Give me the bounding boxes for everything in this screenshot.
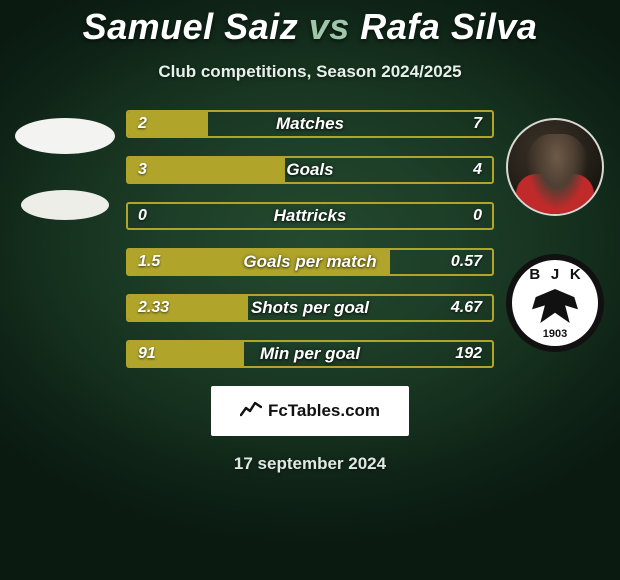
stat-value-right: 0 xyxy=(473,207,482,225)
stat-value-right: 4 xyxy=(473,161,482,179)
brand-text: FcTables.com xyxy=(268,401,380,421)
club-eagle-icon xyxy=(532,289,578,323)
stat-value-left: 3 xyxy=(138,161,147,179)
stat-fill xyxy=(128,158,285,182)
right-player-column: B J K 1903 xyxy=(500,110,610,352)
player1-avatar xyxy=(15,118,115,154)
left-player-column xyxy=(10,110,120,220)
stat-value-left: 2.33 xyxy=(138,299,169,317)
stat-row: 3Goals4 xyxy=(126,156,494,184)
club-letter: J xyxy=(551,266,559,283)
player2-avatar xyxy=(506,118,604,216)
stat-row: 91Min per goal192 xyxy=(126,340,494,368)
stat-row: 0Hattricks0 xyxy=(126,202,494,230)
brand-logo-icon xyxy=(240,398,262,424)
stat-value-left: 2 xyxy=(138,115,147,133)
club-letter: B xyxy=(529,266,540,283)
stat-value-right: 4.67 xyxy=(451,299,482,317)
player2-club-badge: B J K 1903 xyxy=(506,254,604,352)
stat-value-left: 91 xyxy=(138,345,156,363)
stat-row: 2.33Shots per goal4.67 xyxy=(126,294,494,322)
club-letter: K xyxy=(570,266,581,283)
vs-text: vs xyxy=(309,6,350,47)
stat-value-right: 192 xyxy=(455,345,482,363)
stat-row: 2Matches7 xyxy=(126,110,494,138)
stat-label: Hattricks xyxy=(128,206,492,226)
comparison-title: Samuel Saiz vs Rafa Silva xyxy=(0,6,620,48)
stat-fill xyxy=(128,250,390,274)
player1-club-badge xyxy=(21,190,109,220)
club-year: 1903 xyxy=(543,328,567,340)
stat-value-left: 0 xyxy=(138,207,147,225)
stat-value-left: 1.5 xyxy=(138,253,160,271)
stat-value-right: 0.57 xyxy=(451,253,482,271)
player2-name: Rafa Silva xyxy=(360,6,537,47)
stat-row: 1.5Goals per match0.57 xyxy=(126,248,494,276)
date-text: 17 september 2024 xyxy=(0,454,620,474)
player1-name: Samuel Saiz xyxy=(83,6,299,47)
comparison-body: 2Matches7 3Goals4 0Hattricks0 1.5Goals per … xyxy=(0,110,620,368)
brand-panel[interactable]: FcTables.com xyxy=(211,386,409,436)
stat-value-right: 7 xyxy=(473,115,482,133)
stats-bars: 2Matches7 3Goals4 0Hattricks0 1.5Goals per … xyxy=(120,110,500,368)
subtitle: Club competitions, Season 2024/2025 xyxy=(0,62,620,82)
